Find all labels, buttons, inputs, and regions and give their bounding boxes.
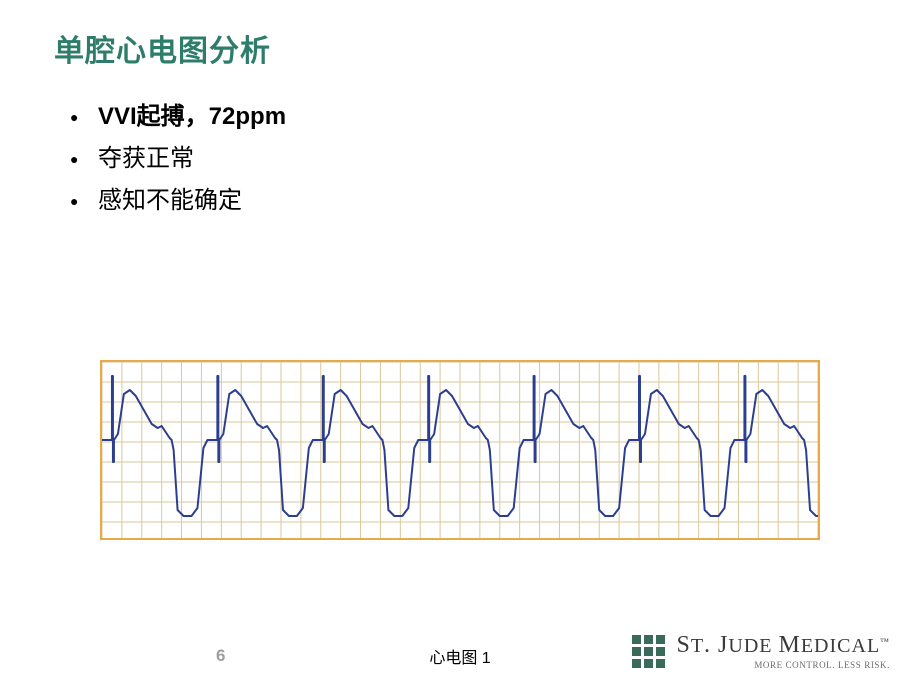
slide: 单腔心电图分析 VVI起搏，72ppm 夺获正常 感知不能确定 6 心电图 1 … xyxy=(0,0,920,690)
logo-letter: . J xyxy=(704,632,728,658)
logo-letter: UDE xyxy=(728,635,778,657)
logo-tagline: More control. Less risk. xyxy=(676,661,890,670)
ecg-chart xyxy=(100,360,820,540)
bullet-item: 感知不能确定 xyxy=(70,180,286,222)
footer-label: 心电图 1 xyxy=(429,644,490,668)
logo-letter: T xyxy=(691,635,704,657)
slide-title: 单腔心电图分析 xyxy=(54,26,271,70)
logo-icon xyxy=(632,635,666,669)
brand-logo: ST. JUDE MEDICAL™ More control. Less ris… xyxy=(632,633,890,670)
logo-letter: M xyxy=(779,632,801,658)
page-number: 6 xyxy=(216,646,225,666)
logo-letter: S xyxy=(676,632,690,658)
logo-text: ST. JUDE MEDICAL™ More control. Less ris… xyxy=(676,633,890,670)
logo-tm: ™ xyxy=(880,637,890,647)
ecg-svg xyxy=(102,362,818,538)
logo-name: ST. JUDE MEDICAL™ xyxy=(676,633,890,658)
bullet-item: 夺获正常 xyxy=(70,138,286,180)
logo-letter: EDICAL xyxy=(801,635,880,657)
bullet-item: VVI起搏，72ppm xyxy=(70,96,286,138)
bullet-list: VVI起搏，72ppm 夺获正常 感知不能确定 xyxy=(70,96,286,222)
